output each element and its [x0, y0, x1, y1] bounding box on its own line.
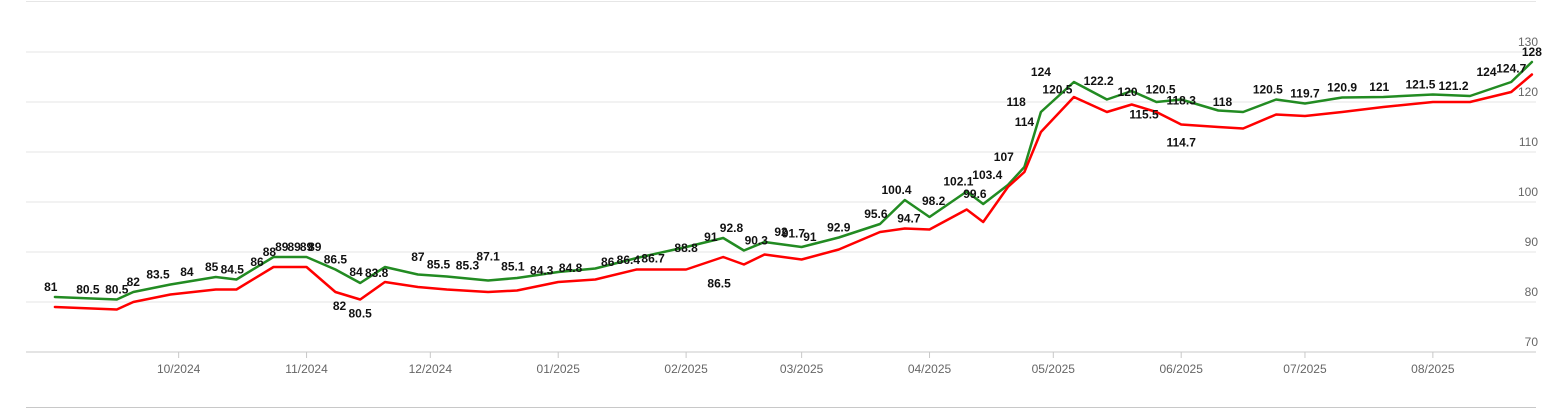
- data-label: 119.7: [1290, 87, 1320, 101]
- x-tick-label: 11/2024: [285, 362, 328, 376]
- data-label: 89: [287, 240, 301, 254]
- data-label: 128: [1522, 45, 1542, 59]
- data-label: 83.8: [365, 266, 389, 280]
- x-tick-label: 06/2025: [1159, 362, 1203, 376]
- data-label: 118: [1006, 95, 1026, 109]
- data-label: 80.5: [76, 283, 100, 297]
- data-label: 107: [994, 150, 1014, 164]
- y-tick-label: 70: [1525, 335, 1539, 349]
- x-tick-label: 03/2025: [780, 362, 824, 376]
- data-label: 86.5: [324, 253, 348, 267]
- data-label: 86.4: [617, 253, 641, 267]
- data-label: 82: [333, 299, 347, 313]
- data-label: 124.7: [1496, 62, 1526, 76]
- data-label: 84.5: [221, 263, 245, 277]
- data-label: 85.5: [427, 258, 451, 272]
- data-label: 102.1: [943, 175, 973, 189]
- data-label: 87: [411, 250, 425, 264]
- data-label: 86.5: [707, 277, 731, 291]
- grid-layer: [26, 1, 1536, 303]
- data-label: 95.6: [864, 207, 888, 221]
- data-label: 86: [601, 255, 615, 269]
- x-tick-label: 08/2025: [1411, 362, 1455, 376]
- y-tick-label: 100: [1518, 185, 1538, 199]
- y-tick-label: 110: [1519, 135, 1538, 149]
- data-label: 124: [1476, 65, 1496, 79]
- y-tick-label: 120: [1518, 85, 1538, 99]
- data-label: 103.4: [972, 168, 1002, 182]
- data-label: 91.7: [782, 227, 806, 241]
- data-label: 120.5: [1042, 83, 1072, 97]
- data-label: 92.8: [720, 221, 744, 235]
- y-tick-label: 90: [1525, 235, 1539, 249]
- data-label: 121.2: [1438, 79, 1468, 93]
- data-label: 89: [300, 240, 314, 254]
- series-line-green: [53, 60, 1534, 301]
- y-axis: 70 80 90 100 110 120 130: [1518, 35, 1538, 349]
- data-label: 84: [349, 265, 363, 279]
- data-label: 100.4: [882, 183, 912, 197]
- x-tick-label: 04/2025: [908, 362, 952, 376]
- data-label: 121: [1369, 80, 1389, 94]
- y-tick-label: 80: [1525, 285, 1539, 299]
- data-label: 115.5: [1129, 108, 1159, 122]
- data-label: 92: [774, 225, 788, 239]
- data-label: 89: [275, 240, 289, 254]
- data-label: 84.3: [530, 264, 554, 278]
- x-tick-label: 12/2024: [409, 362, 453, 376]
- data-label: 89: [308, 240, 322, 254]
- data-label: 98.2: [922, 194, 946, 208]
- x-tick-label: 01/2025: [537, 362, 581, 376]
- data-label: 120.5: [1253, 83, 1283, 97]
- data-label: 124: [1031, 65, 1051, 79]
- x-tick-label: 10/2024: [157, 362, 201, 376]
- data-label: 91: [704, 230, 718, 244]
- data-label: 118: [1213, 95, 1233, 109]
- data-label: 80.5: [105, 283, 129, 297]
- x-axis: 10/2024 11/2024 12/2024 01/2025 02/2025 03/20…: [26, 351, 1536, 408]
- x-tick-label: 05/2025: [1032, 362, 1076, 376]
- data-label: 120.9: [1327, 81, 1357, 95]
- data-label: 83.5: [146, 268, 170, 282]
- series-line-red: [53, 73, 1534, 311]
- data-label: 94.7: [897, 212, 921, 226]
- data-label: 88.8: [674, 241, 698, 255]
- data-label: 84.8: [559, 261, 583, 275]
- y-tick-label: 130: [1518, 35, 1538, 49]
- data-label: 85.1: [501, 260, 525, 274]
- x-tick-label: 07/2025: [1283, 362, 1327, 376]
- data-label: 87.1: [476, 250, 500, 264]
- data-label: 122.2: [1084, 74, 1114, 88]
- data-label: 91: [803, 230, 817, 244]
- data-label: 88: [263, 245, 277, 259]
- data-label: 90.3: [745, 234, 769, 248]
- data-label: 81: [44, 280, 58, 294]
- series-layer: [53, 60, 1534, 311]
- data-label: 84: [180, 265, 194, 279]
- data-label: 99.6: [963, 187, 987, 201]
- data-label: 86.7: [641, 252, 665, 266]
- data-label: 120: [1118, 85, 1138, 99]
- data-label: 85.3: [456, 259, 480, 273]
- data-label: 118.3: [1167, 94, 1197, 108]
- x-tick-label: 02/2025: [664, 362, 708, 376]
- data-label: 114: [1015, 115, 1035, 129]
- data-label: 86: [250, 255, 264, 269]
- data-label: 92.9: [827, 221, 851, 235]
- data-label: 121.5: [1405, 78, 1435, 92]
- data-label: 85: [205, 260, 219, 274]
- data-label: 80.5: [349, 307, 373, 321]
- data-label: 114.7: [1167, 136, 1197, 150]
- data-label: 120.5: [1146, 83, 1176, 97]
- data-label: 82: [127, 275, 141, 289]
